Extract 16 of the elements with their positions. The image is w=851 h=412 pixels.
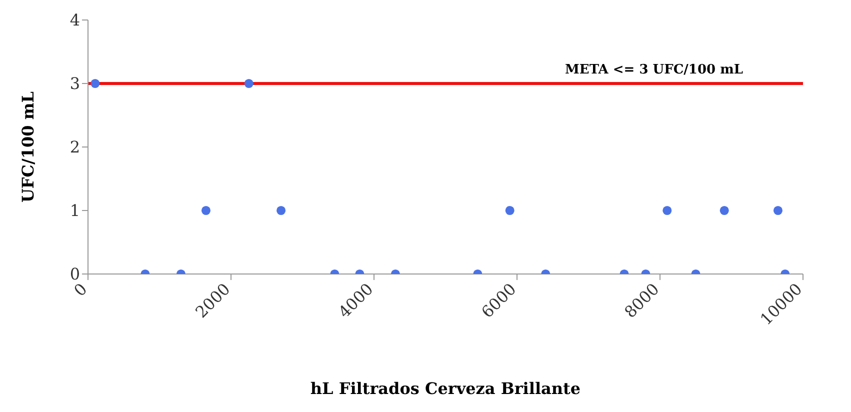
point [773, 206, 782, 216]
point [90, 78, 100, 88]
point [201, 206, 210, 216]
point [720, 206, 729, 216]
y-axis-title: UFC/100 mL [18, 91, 38, 203]
point [276, 206, 286, 216]
y-tick-label: 1 [70, 201, 80, 220]
point [662, 206, 672, 216]
point [244, 78, 254, 88]
y-tick-label: 3 [70, 74, 80, 94]
ref-line-label: META <= 3 UFC/100 mL [565, 62, 743, 78]
point [505, 206, 514, 216]
y-tick-label: 4 [70, 10, 80, 30]
y-tick-label: 0 [70, 264, 80, 284]
y-tick-label: 2 [70, 138, 80, 157]
x-axis-title: hL Filtrados Cerveza Brillante [310, 379, 581, 398]
